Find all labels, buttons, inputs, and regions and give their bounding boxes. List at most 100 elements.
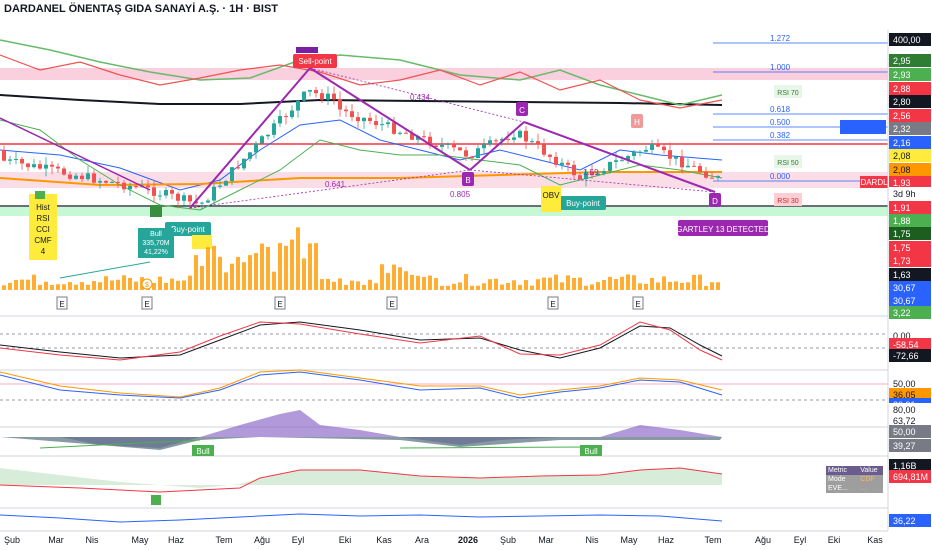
pattern-line-b <box>309 67 471 171</box>
obv-label: OBV <box>543 191 561 200</box>
volume-bar <box>452 283 456 290</box>
volume-bar <box>434 278 438 290</box>
metric-row-value: ... <box>858 484 883 493</box>
price-tag-bg <box>889 136 931 149</box>
osc4-tag-bg <box>889 459 931 472</box>
time-tick-9: Kas <box>376 535 392 545</box>
fib-label-0.618: 0.618 <box>770 105 791 114</box>
volume-bar <box>296 227 300 290</box>
pattern-dotted-xb <box>189 169 471 209</box>
candle-body <box>428 136 432 146</box>
volume-bar <box>242 262 246 290</box>
candle-body <box>206 200 210 203</box>
time-tick-4: Haz <box>168 535 185 545</box>
volume-bar <box>62 284 66 290</box>
candle-body <box>524 130 528 142</box>
rsi-tag-bg <box>774 155 802 168</box>
candle-body <box>584 171 588 180</box>
pattern-line-d <box>523 121 716 193</box>
hist-callout-line: Hist <box>36 203 51 212</box>
volume-bar <box>254 253 258 290</box>
osc5-tag: 36,22 <box>893 516 916 526</box>
pattern-ratio-3: 0.805 <box>450 190 471 199</box>
candle-body <box>356 117 360 122</box>
earnings-mark: E <box>635 300 640 309</box>
volume-bar <box>716 282 720 290</box>
volume-bar <box>578 277 582 290</box>
volume-bar <box>2 285 6 290</box>
candle-body <box>50 164 54 167</box>
candle-body <box>536 141 540 145</box>
osc3-tag-bg <box>889 414 931 427</box>
candle-body <box>326 93 330 100</box>
candle-body <box>44 164 48 169</box>
candle-body <box>560 162 564 165</box>
candle-body <box>716 176 720 178</box>
price-tag-bg <box>889 82 931 95</box>
volume-bar <box>236 256 240 290</box>
price-tag: 400,00 <box>893 35 921 45</box>
candle-body <box>290 110 294 118</box>
candle-body <box>440 144 444 147</box>
candle-body <box>590 171 594 176</box>
candle-body <box>68 174 72 179</box>
volume-bar <box>164 282 168 290</box>
metric-table: Metric Value Mode CDF EVE...... <box>826 466 883 493</box>
volume-bar <box>206 247 210 290</box>
price-tag: 2,56 <box>893 111 911 121</box>
earnings-box <box>274 296 286 310</box>
hist-arrow <box>35 191 45 199</box>
blue-flag <box>840 120 886 134</box>
volume-bar <box>284 245 288 290</box>
metric-row-label: EVE... <box>826 484 859 493</box>
metric-mode-label: Mode <box>826 475 859 484</box>
candle-body <box>680 156 684 168</box>
volume-bar <box>710 282 714 290</box>
price-tag-bg <box>889 241 931 254</box>
candle-body <box>278 116 282 124</box>
volume-bar <box>674 281 678 290</box>
candle-body <box>632 151 636 157</box>
candle-body <box>710 177 714 179</box>
osc2-tag-bg <box>889 388 931 401</box>
volume-bar <box>320 279 324 290</box>
candle-body <box>620 160 624 162</box>
osc2-tag: 36,05 <box>893 390 916 400</box>
volume-bar <box>152 282 156 290</box>
candle-body <box>452 143 456 148</box>
time-tick-6: Ağu <box>254 535 270 545</box>
volume-bar <box>656 282 660 290</box>
osc3-divergence-2 <box>399 446 591 449</box>
time-tick-13: Mar <box>538 535 554 545</box>
volume-bar <box>446 285 450 290</box>
candle-body <box>476 148 480 159</box>
osc3-area-lower <box>0 437 722 450</box>
osc3-divergence-1 <box>39 439 201 449</box>
candle-body <box>272 123 276 135</box>
candles-group <box>2 86 720 210</box>
price-tag: 1,75 <box>893 243 911 253</box>
candle-body <box>32 164 36 168</box>
time-tick-10: Ara <box>415 535 429 545</box>
osc3-tag: 80,00 <box>893 405 916 415</box>
volume-bar <box>440 285 444 290</box>
candle-body <box>548 154 552 157</box>
candle-body <box>668 150 672 159</box>
volume-bar <box>260 243 264 290</box>
candle-body <box>158 195 162 197</box>
time-tick-19: Eyl <box>794 535 807 545</box>
price-tag: 1,63 <box>893 270 911 280</box>
candle-body <box>152 187 156 196</box>
volume-bar <box>338 278 342 290</box>
volume-bar <box>128 277 132 290</box>
candle-body <box>242 158 246 169</box>
price-tag-bg <box>889 268 931 281</box>
fib-label-1.272: 1.272 <box>770 34 791 43</box>
volume-bar <box>188 275 192 290</box>
sell-top-marker <box>296 47 318 53</box>
volume-bar <box>566 275 570 290</box>
point-d-marker: D <box>712 197 718 206</box>
candle-body <box>176 193 180 201</box>
candle-body <box>542 144 546 155</box>
